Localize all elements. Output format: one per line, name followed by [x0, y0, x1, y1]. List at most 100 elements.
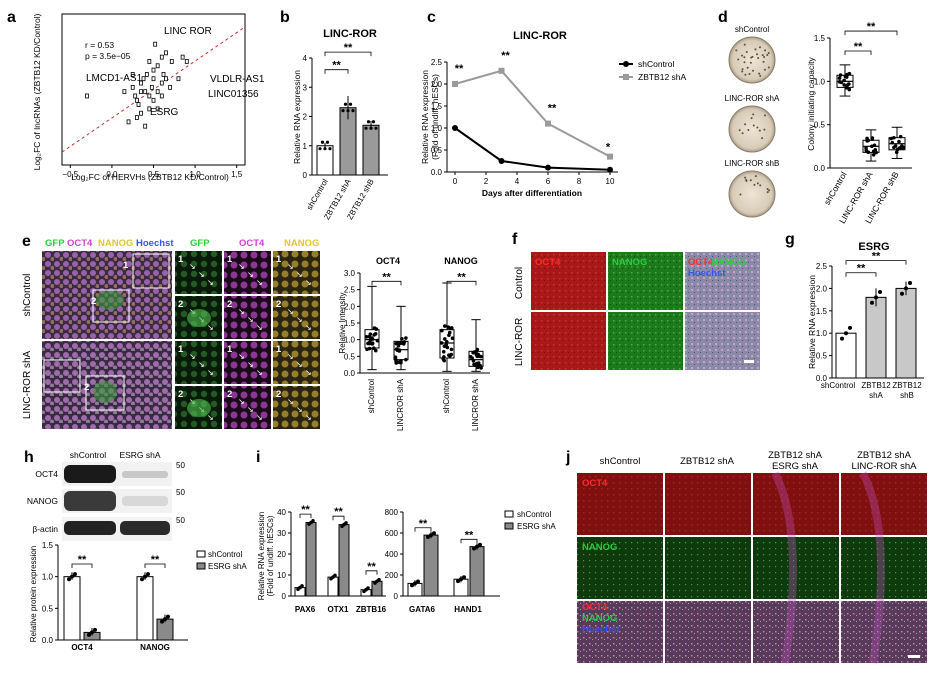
panel-e-arrow-icon: ↘: [247, 405, 254, 414]
panel-j-col-label: ESRG shA: [772, 461, 819, 472]
panel-i-sig-bracket: [299, 513, 312, 519]
panel-g-point: [900, 291, 904, 296]
panel-b-point: [318, 147, 322, 151]
panel-b-sig-label: **: [344, 42, 353, 54]
panel-e-row-label: shControl: [22, 274, 33, 317]
panel-d-colony: [764, 49, 767, 52]
panel-e-box-point: [443, 324, 447, 328]
panel-f-row-label: Control: [514, 267, 525, 299]
panel-d-colony: [745, 179, 748, 182]
panel-e-header-hoechst: Hoechst: [136, 238, 174, 249]
panel-e-zoom-header: OCT4: [239, 238, 265, 249]
panel-d-box-point: [898, 134, 903, 139]
panel-b-category: shControl: [305, 177, 330, 211]
panel-e-box-point: [474, 349, 478, 354]
panel-e-box-point: [373, 332, 378, 336]
panel-i-point: [478, 542, 482, 547]
panel-i-bar: [338, 524, 350, 597]
panel-a-point: [168, 84, 173, 90]
panel-d-box-point: [844, 75, 849, 79]
panel-e-arrow-icon: ↘: [287, 262, 294, 271]
panel-g-bar: [895, 287, 917, 379]
panel-i-point: [416, 579, 420, 584]
panel-d-colony: [741, 54, 744, 57]
panel-e-box-point: [443, 337, 447, 341]
panel-d-colony: [747, 129, 750, 132]
panel-j-image-tile: [577, 601, 663, 663]
panel-d-colony: [749, 61, 752, 64]
panel-d-colony: [748, 73, 751, 76]
panel-h-plot-tick-label: 1.5: [42, 541, 54, 550]
panel-a-point: [133, 93, 138, 99]
panel-e-zoom-number: 1: [178, 344, 184, 355]
panel-b-point: [371, 120, 376, 124]
panel-e-inset-box: [132, 253, 170, 289]
panel-e-arrow-icon: ↘: [296, 405, 303, 414]
panel-h-point: [87, 632, 91, 637]
panel-g-sig-label: **: [872, 251, 881, 263]
panel-j-col-label: LINC-ROR shA: [852, 461, 918, 472]
panel-d-colony: [766, 191, 769, 194]
panel-h-legend-label: ESRG shA: [208, 562, 247, 571]
panel-h-point: [93, 627, 97, 632]
panel-i-point: [366, 586, 370, 590]
panel-d-colony: [766, 53, 769, 56]
panel-g-point: [870, 300, 874, 305]
panel-a-point: [155, 89, 160, 95]
panel-c-tick-label: 1.5: [431, 102, 443, 111]
panel-g-category: ZBTB12: [861, 381, 891, 390]
panel-h-point: [143, 574, 147, 579]
panel-b-point: [323, 147, 327, 151]
panel-c-xlabel: Days after differentiation: [482, 188, 582, 198]
panel-e-box-point: [373, 348, 378, 353]
panel-e-box-point: [476, 352, 481, 357]
panel-e-arrow-icon: ↘: [256, 413, 263, 422]
panel-i-point: [311, 519, 315, 523]
panel-e-box-point: [479, 354, 483, 359]
panel-c-xtick-label: 10: [606, 177, 615, 186]
panel-d-box-point: [894, 150, 899, 155]
panel-c-sig: **: [455, 63, 464, 75]
panel-g-category: shB: [900, 391, 914, 400]
panel-e-gfp-spot: [187, 399, 211, 417]
panel-b-point: [374, 126, 378, 130]
panel-i-left-tick-label: 10: [277, 571, 286, 580]
panel-i-point: [462, 575, 466, 580]
panel-e-box-point: [450, 336, 455, 341]
panel-e-gfp-cluster: [93, 381, 117, 403]
panel-j-image-tile: [753, 601, 839, 663]
panel-e-arrow-icon: ↘: [287, 307, 294, 316]
panel-e-zoom-tile: [273, 341, 320, 384]
panel-d-colony: [763, 56, 766, 59]
panel-b-sig-label: **: [332, 60, 341, 72]
panel-c-tick-label: 0.5: [431, 146, 443, 155]
panel-i-legend-label: ESRG shA: [517, 522, 556, 531]
panel-c-marker: [607, 166, 613, 173]
panel-e-arrow-icon: ↘: [287, 397, 294, 406]
panel-i-category: HAND1: [454, 605, 482, 614]
panel-e-zoom-number: 1: [276, 254, 282, 265]
panel-d-colony: [743, 61, 746, 64]
panel-e-arrow-icon: ↘: [247, 360, 254, 369]
panel-e-plot-tick-label: 1.5: [344, 319, 356, 328]
panel-d-colony: [746, 66, 749, 69]
panel-g-point: [908, 281, 912, 286]
panel-e-box-point: [397, 360, 401, 364]
panel-h-legend-swatch: [196, 562, 206, 570]
panel-e-arrow-icon: ↘: [256, 278, 263, 287]
panel-d-plate-label: shControl: [735, 25, 769, 34]
panel-e-arrow-icon: ↘: [305, 323, 312, 332]
panel-i-category: GATA6: [409, 605, 435, 614]
panel-f-label-nanog-merge: NANOG: [711, 257, 746, 268]
panel-a-point: [159, 54, 164, 60]
panel-b-point: [348, 102, 353, 106]
panel-h-sig-bracket: [144, 563, 166, 568]
panel-c-tick-label: 2.0: [431, 80, 443, 89]
panel-i-point: [300, 584, 304, 588]
panel-d-box-point: [897, 139, 901, 144]
panel-h-band-nanog-kd: [122, 496, 168, 506]
panel-e-arrow-icon: ↘: [296, 360, 303, 369]
panel-h-sig-label: **: [151, 554, 160, 566]
panel-i-ylabel: Relative RNA expression: [257, 512, 266, 600]
panel-i-legend-swatch: [504, 510, 514, 518]
